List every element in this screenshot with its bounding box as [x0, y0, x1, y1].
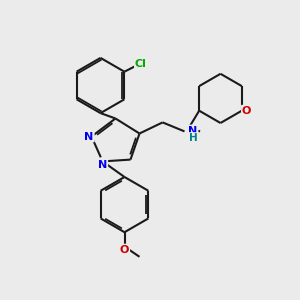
Text: N: N — [85, 131, 94, 142]
Text: Cl: Cl — [135, 59, 147, 69]
Text: N: N — [188, 125, 197, 136]
Text: H: H — [188, 133, 197, 143]
Text: N: N — [98, 160, 107, 170]
Text: O: O — [120, 244, 129, 255]
Text: O: O — [242, 106, 251, 116]
